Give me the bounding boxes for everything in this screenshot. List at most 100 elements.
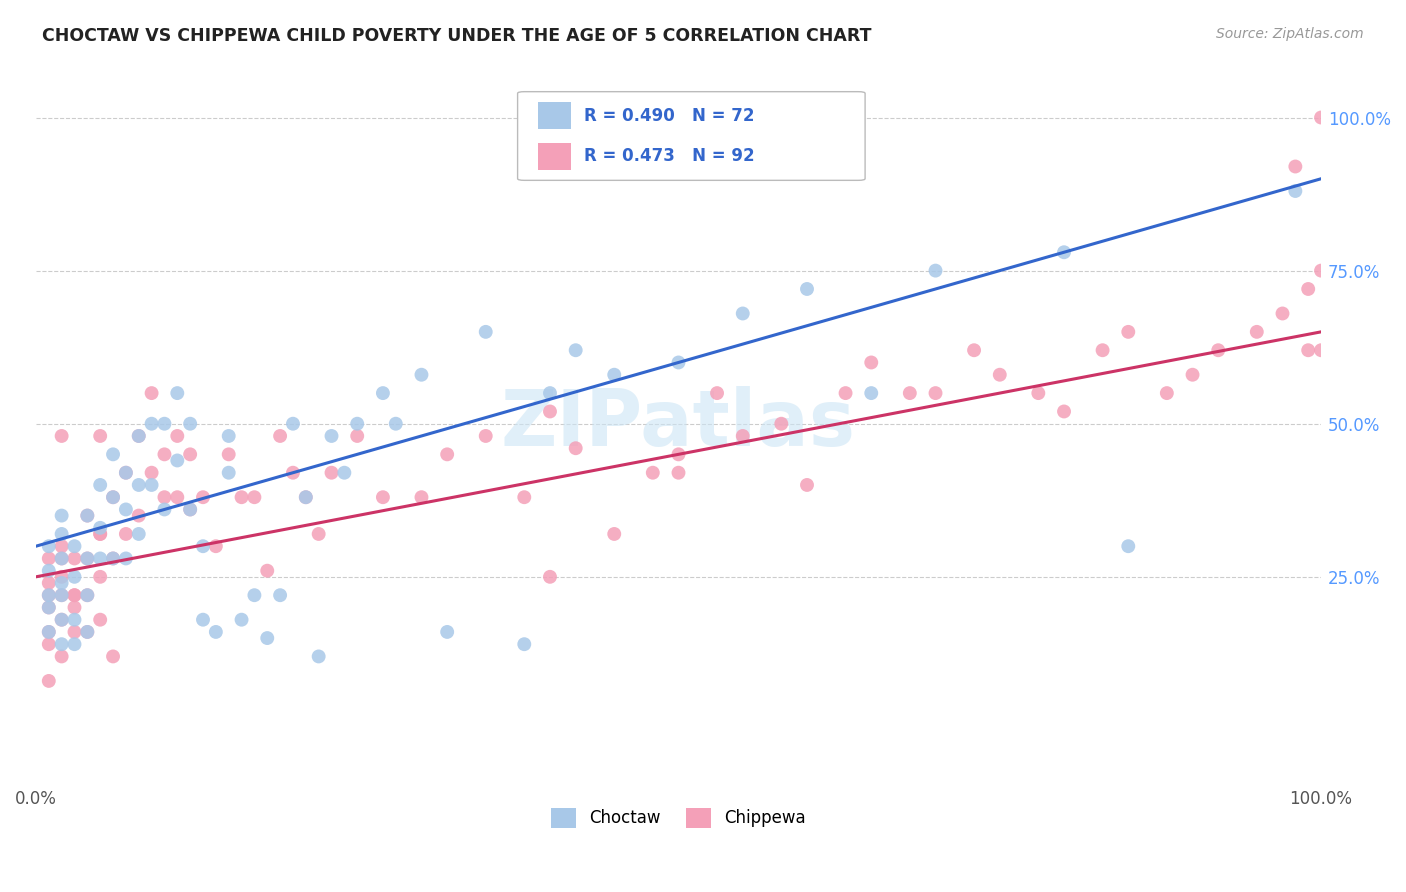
Point [231,613,253,627]
Point [538,570,561,584]
Point [63,570,86,584]
Point [295,490,318,504]
Point [668,447,690,461]
Point [564,343,586,358]
Point [770,417,793,431]
Point [51,613,73,627]
Point [191,490,214,504]
Point [308,649,330,664]
Point [346,417,368,431]
Point [153,447,176,461]
Point [474,429,496,443]
Point [641,466,664,480]
Point [538,386,561,401]
Point [1296,343,1319,358]
Point [38,588,60,602]
Point [51,508,73,523]
Point [706,386,728,401]
Point [101,551,124,566]
Point [321,466,343,480]
Point [371,490,394,504]
Point [76,588,98,602]
Point [898,386,921,401]
Point [243,588,266,602]
Point [101,490,124,504]
Point [115,527,138,541]
Point [1310,111,1333,125]
Point [128,508,150,523]
Point [218,447,240,461]
Point [38,624,60,639]
Point [384,417,406,431]
Point [513,490,536,504]
Point [101,649,124,664]
Point [411,368,433,382]
Point [1310,343,1333,358]
Point [796,478,818,492]
Point [513,637,536,651]
Point [411,490,433,504]
Legend: Choctaw, Chippewa: Choctaw, Chippewa [544,801,813,835]
Point [1284,184,1306,198]
Point [76,508,98,523]
Point [89,521,111,535]
Point [603,527,626,541]
Point [141,417,163,431]
Point [63,637,86,651]
Point [128,478,150,492]
Point [89,570,111,584]
Point [191,539,214,553]
Point [89,527,111,541]
Point [89,551,111,566]
Point [668,466,690,480]
Point [63,613,86,627]
Point [1116,539,1139,553]
Point [76,551,98,566]
Point [1310,263,1333,277]
Point [51,649,73,664]
Point [179,502,201,516]
Point [89,613,111,627]
Point [128,429,150,443]
Point [38,564,60,578]
Point [474,325,496,339]
Point [166,453,188,467]
Point [1206,343,1229,358]
Point [603,368,626,382]
Point [76,551,98,566]
Point [179,447,201,461]
Point [38,600,60,615]
Point [1246,325,1268,339]
Point [218,466,240,480]
Point [63,588,86,602]
Point [731,429,754,443]
Point [51,637,73,651]
Point [38,576,60,591]
Point [179,502,201,516]
Point [281,466,304,480]
Point [924,263,946,277]
Point [101,551,124,566]
Point [63,539,86,553]
Point [115,466,138,480]
Point [51,551,73,566]
Point [256,631,278,645]
Point [963,343,986,358]
Point [38,539,60,553]
Point [128,429,150,443]
Point [153,417,176,431]
Point [76,624,98,639]
Point [101,490,124,504]
Point [1156,386,1178,401]
Point [166,386,188,401]
Point [333,466,356,480]
Point [76,588,98,602]
Point [1026,386,1049,401]
Point [51,429,73,443]
Point [668,355,690,369]
Point [205,624,228,639]
Point [1091,343,1114,358]
Point [243,490,266,504]
Point [179,417,201,431]
Point [564,441,586,455]
